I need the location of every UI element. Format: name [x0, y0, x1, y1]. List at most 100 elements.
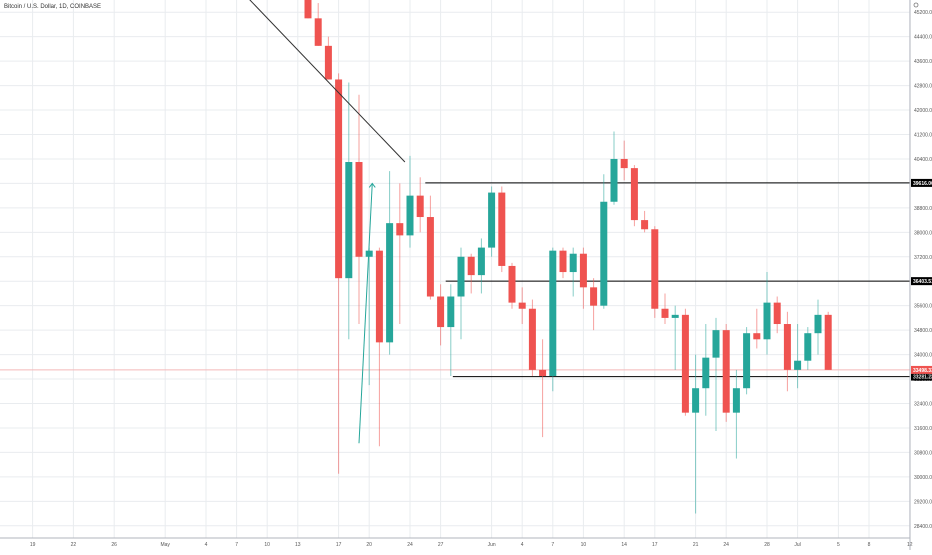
candle-up[interactable]	[814, 299, 822, 355]
candle-up[interactable]	[406, 155, 414, 248]
level-price-tag-bg	[911, 178, 932, 187]
candle-up[interactable]	[743, 327, 751, 395]
candle-down[interactable]	[559, 247, 567, 279]
candle-up[interactable]	[488, 186, 496, 257]
candle-up[interactable]	[386, 171, 394, 355]
y-tick-label: 30000.00	[914, 475, 932, 481]
level-price-tag: 33281.22	[911, 372, 932, 381]
level-price-tag-text: 33281.22	[913, 375, 932, 381]
candle-up[interactable]	[600, 174, 608, 309]
candle-body	[590, 287, 598, 306]
candle-up[interactable]	[712, 317, 720, 432]
candle-body	[610, 158, 618, 202]
candle-down[interactable]	[314, 3, 322, 46]
candle-down[interactable]	[773, 296, 781, 334]
candle-up[interactable]	[804, 327, 812, 370]
x-tick-label: 24	[407, 542, 413, 548]
candle-body	[447, 296, 455, 328]
candle-down[interactable]	[375, 247, 383, 447]
price-axis-settings-icon[interactable]	[913, 2, 919, 8]
chart-title: Bitcoin / U.S. Dollar, 1D, COINBASE	[4, 4, 102, 10]
candle-up[interactable]	[365, 247, 373, 386]
x-tick-label: 26	[111, 542, 117, 548]
candle-down[interactable]	[396, 183, 404, 325]
candle-down[interactable]	[335, 73, 343, 474]
candle-down[interactable]	[528, 299, 536, 376]
x-tick-label: 21	[693, 542, 699, 548]
candle-down[interactable]	[681, 308, 689, 416]
candle-down[interactable]	[437, 284, 445, 346]
x-tick-label: 4	[521, 542, 524, 548]
candle-body	[528, 308, 536, 370]
candle-body	[406, 195, 414, 236]
candle-down[interactable]	[651, 226, 659, 318]
candle-up[interactable]	[732, 369, 740, 459]
candle-body	[508, 265, 516, 303]
level-price-tag: 39616.00	[911, 178, 932, 187]
candle-down[interactable]	[579, 247, 587, 309]
level-price-tag-bg	[911, 277, 932, 286]
candle-down[interactable]	[355, 94, 363, 325]
candle-down[interactable]	[590, 278, 598, 331]
y-tick-label: 30800.00	[914, 450, 932, 456]
candle-up[interactable]	[569, 247, 577, 297]
candle-up[interactable]	[763, 272, 771, 355]
candle-up[interactable]	[671, 305, 679, 370]
candle-up[interactable]	[794, 324, 802, 389]
candle-down[interactable]	[722, 324, 730, 422]
candle-down[interactable]	[304, 0, 312, 19]
candle-down[interactable]	[661, 293, 669, 325]
candle-down[interactable]	[783, 311, 791, 392]
candle-down[interactable]	[324, 36, 332, 80]
y-tick-label: 34800.00	[914, 328, 932, 334]
candle-body	[763, 302, 771, 340]
candle-up[interactable]	[345, 82, 353, 340]
y-tick-label: 35600.00	[914, 304, 932, 310]
level-price-tag: 36403.51	[911, 277, 932, 286]
x-tick-label: Jun	[488, 542, 496, 548]
candle-down[interactable]	[641, 210, 649, 233]
candle-up[interactable]	[477, 238, 485, 294]
candle-up[interactable]	[457, 247, 465, 340]
candle-body	[712, 330, 720, 358]
candle-body	[753, 333, 761, 340]
candle-body	[335, 79, 343, 279]
x-tick-label: 7	[235, 542, 238, 548]
candle-down[interactable]	[416, 177, 424, 233]
candle-down[interactable]	[620, 140, 628, 181]
x-tick-label: 14	[621, 542, 627, 548]
projection-arrowhead	[368, 182, 376, 188]
candle-body	[416, 195, 424, 218]
candle-up[interactable]	[692, 354, 700, 514]
candle-down[interactable]	[498, 186, 506, 273]
x-tick-label: 17	[652, 542, 658, 548]
candle-up[interactable]	[549, 247, 557, 392]
candle-down[interactable]	[518, 287, 526, 325]
settings-icon-ring	[913, 2, 919, 8]
countdown-label: 11:31:25	[913, 374, 932, 380]
y-tick-label: 29200.00	[914, 499, 932, 505]
candle-down[interactable]	[539, 339, 547, 438]
candle-down[interactable]	[508, 262, 516, 309]
y-tick-label: 38800.00	[914, 206, 932, 212]
candle-body	[783, 324, 791, 370]
candle-down[interactable]	[824, 311, 832, 370]
trend-line[interactable]	[186, 0, 406, 163]
candle-body	[600, 201, 608, 306]
y-tick-label: 32400.00	[914, 402, 932, 408]
candle-body	[722, 330, 730, 413]
candle-up[interactable]	[702, 324, 710, 416]
candle-body	[518, 302, 526, 309]
candle-down[interactable]	[426, 195, 434, 300]
candle-body	[569, 253, 577, 273]
candle-down[interactable]	[753, 308, 761, 349]
candle-up[interactable]	[447, 284, 455, 376]
candle-body	[345, 162, 353, 279]
candle-body	[620, 158, 628, 169]
candle-up[interactable]	[610, 131, 618, 205]
candle-down[interactable]	[630, 165, 638, 227]
x-tick-label: May	[160, 542, 170, 548]
candle-down[interactable]	[467, 253, 475, 294]
